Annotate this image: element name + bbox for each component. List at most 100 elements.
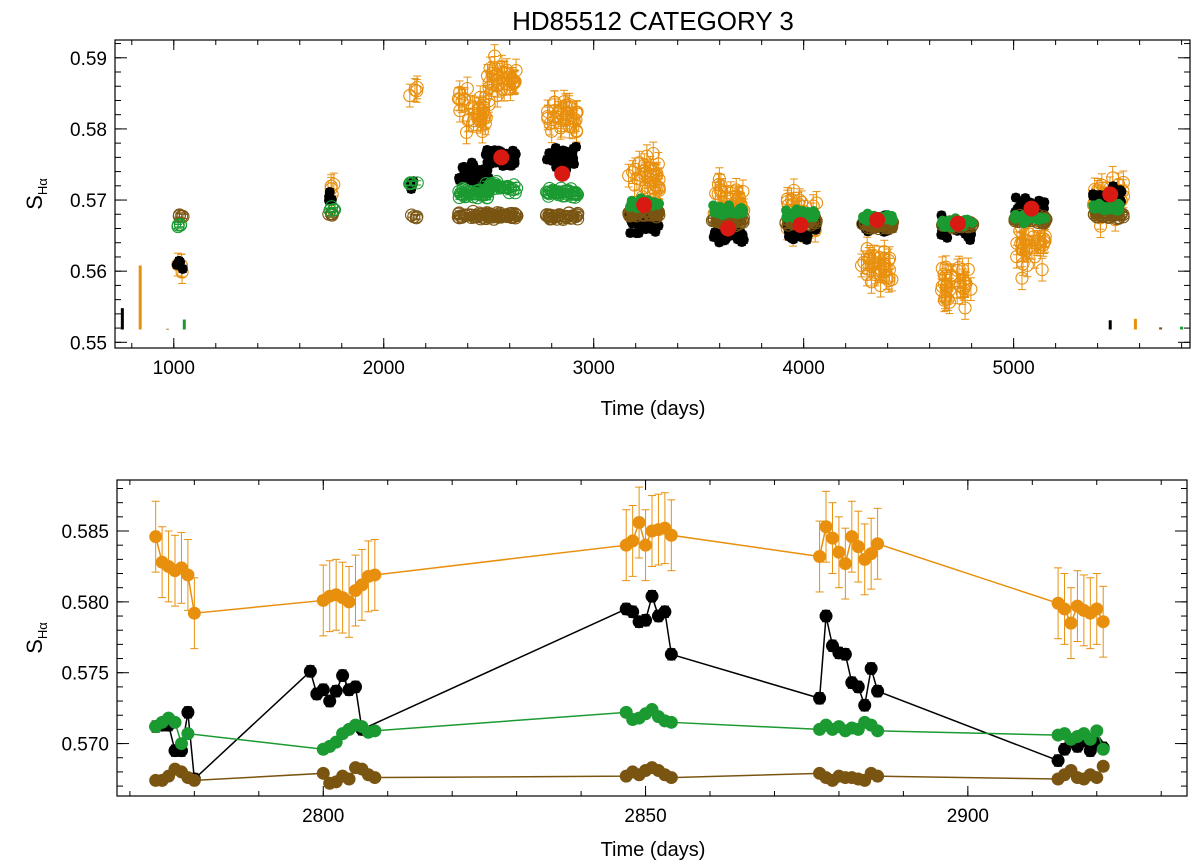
orange-point (646, 146, 660, 161)
green-point (781, 211, 792, 222)
green-point (173, 218, 188, 232)
green-point (887, 214, 898, 225)
green-point (403, 177, 417, 191)
brown-point (487, 212, 501, 226)
green-point (627, 198, 638, 209)
orange-point (953, 279, 968, 293)
orange-point (503, 82, 517, 96)
black-point (568, 153, 579, 164)
orange-point (488, 61, 502, 75)
black-point (644, 222, 655, 233)
orange-point (453, 92, 467, 106)
orange-point (1015, 271, 1029, 285)
orange-point (545, 124, 559, 138)
orange-point (483, 61, 497, 76)
orange-point (1031, 235, 1045, 249)
black-point (965, 234, 976, 245)
orange-point (410, 80, 424, 94)
green-point (938, 216, 949, 227)
orange-point (541, 109, 555, 123)
orange-point (785, 193, 799, 207)
orange-point (1038, 234, 1052, 248)
brown-point (508, 208, 522, 222)
orange-point (1033, 232, 1047, 246)
orange-point (562, 100, 576, 114)
black-point (467, 171, 478, 182)
green-point (542, 181, 557, 195)
black-point (324, 187, 335, 198)
orange-point (934, 283, 949, 297)
orange-point (713, 184, 727, 198)
orange-point (877, 245, 891, 259)
orange-point (1035, 263, 1049, 277)
orange-point (862, 252, 876, 266)
brown-point (454, 209, 468, 223)
black-point (507, 145, 518, 156)
orange-point (486, 69, 500, 84)
orange-point (408, 83, 422, 97)
orange-point (551, 110, 565, 124)
green-point (501, 180, 515, 194)
green-point (566, 187, 580, 201)
orange-point (569, 125, 584, 139)
black-point (634, 223, 645, 234)
orange-point (495, 82, 509, 96)
green-point (325, 200, 339, 214)
orange-point (555, 107, 569, 121)
orange-point (938, 290, 952, 304)
brown-point (552, 208, 566, 222)
black-point (542, 154, 553, 165)
orange-point (860, 262, 874, 276)
green-point (728, 208, 739, 219)
orange-point (461, 113, 475, 127)
orange-point (724, 186, 738, 200)
orange-point (860, 242, 874, 256)
orange-point (958, 301, 972, 315)
green-point (456, 183, 470, 197)
chart-title: HD85512 CATEGORY 3 (512, 6, 794, 36)
orange-point (950, 285, 964, 299)
brown-point (410, 210, 424, 224)
orange-point (458, 93, 472, 107)
black-point (625, 228, 636, 239)
orange-point (958, 279, 972, 293)
orange-point (956, 262, 970, 277)
orange-point (1019, 244, 1033, 258)
green-point (558, 184, 572, 198)
green-point (497, 180, 511, 194)
top-points (120, 44, 1184, 330)
green-point (327, 203, 342, 217)
brown-point (510, 209, 524, 223)
black-point (936, 229, 947, 240)
orange-point (715, 183, 729, 197)
orange-point (643, 161, 657, 175)
green-point (807, 207, 818, 218)
green-point (488, 178, 502, 193)
orange-point (628, 162, 642, 176)
black-point (708, 232, 719, 243)
brown-point (461, 208, 475, 222)
orange-point (1015, 243, 1029, 257)
orange-point (479, 90, 493, 104)
orange-point (490, 79, 504, 93)
orange-point (711, 187, 725, 201)
orange-point (955, 286, 969, 300)
orange-point (569, 105, 583, 120)
black-point (558, 151, 569, 162)
brown-point (452, 211, 466, 225)
black-point (788, 234, 799, 245)
top-data-layer (120, 44, 1184, 330)
orange-point (882, 253, 896, 267)
orange-point (476, 106, 490, 120)
orange-point (507, 74, 521, 88)
orange-point (543, 117, 557, 131)
brown-point (569, 210, 583, 224)
brown-point (571, 206, 585, 220)
black-point (175, 256, 186, 267)
orange-point (1020, 258, 1034, 272)
orange-point (628, 178, 642, 192)
black-point (506, 158, 517, 169)
top-panel: 1000 2000 3000 4000 50000.550.560.570.580.59… (22, 39, 1191, 420)
orange-point (780, 192, 794, 206)
